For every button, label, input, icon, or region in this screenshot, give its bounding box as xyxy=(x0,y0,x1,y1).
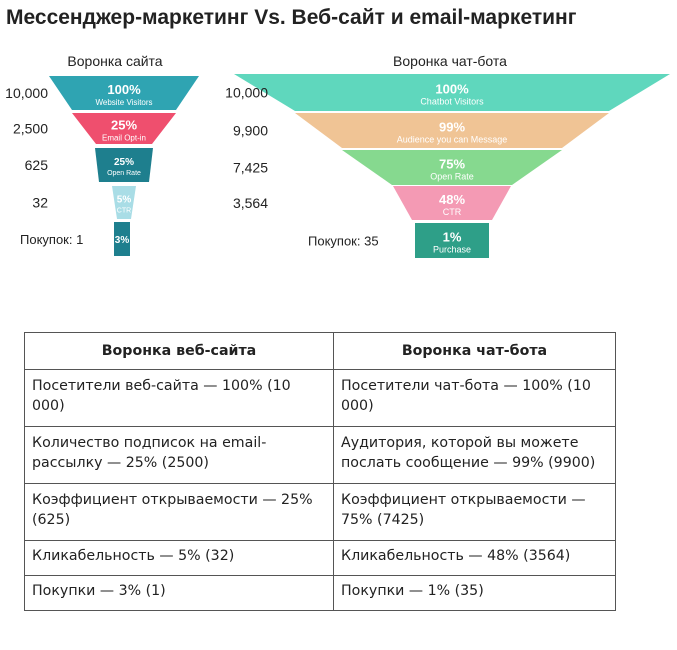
table-row: Посетители веб-сайта — 100% (10 000) Пос… xyxy=(24,369,616,427)
table-row: Покупки — 3% (1) Покупки — 1% (35) xyxy=(24,575,616,611)
funnel-stage-label: Website Visitors xyxy=(95,98,152,107)
funnel-stage-count: 7,425 xyxy=(233,160,268,176)
table-cell: Посетители чат-бота — 100% (10 000) xyxy=(333,369,616,427)
funnel-stage xyxy=(95,148,153,182)
table-cell: Коэффициент открываемости — 75% (7425) xyxy=(333,483,616,541)
funnel-title: Воронка сайта xyxy=(67,53,162,69)
funnel-stage-percent: 75% xyxy=(439,157,465,172)
comparison-table: Воронка веб-сайта Воронка чат-бота Посет… xyxy=(24,332,616,611)
table-row: Количество подписок на email-рассылку — … xyxy=(24,426,616,484)
column-header-website: Воронка веб-сайта xyxy=(24,332,334,370)
table-cell: Кликабельность — 48% (3564) xyxy=(333,540,616,576)
funnel-title: Воронка чат-бота xyxy=(393,53,507,69)
funnel-stage-percent: 100% xyxy=(107,82,141,97)
funnel-stage-label: Open Rate xyxy=(430,172,474,182)
funnel-stage xyxy=(415,223,489,258)
funnel-stage-label: Open Rate xyxy=(107,170,141,177)
funnel-stage-count: 9,900 xyxy=(233,123,268,139)
table-cell: Количество подписок на email-рассылку — … xyxy=(24,426,334,484)
funnel-stage xyxy=(342,150,562,185)
funnel-stage-count: 10,000 xyxy=(225,85,268,101)
funnel-stage-percent: 25% xyxy=(114,157,134,168)
funnel-stage-count: 2,500 xyxy=(13,121,48,137)
funnel-stage xyxy=(295,113,609,148)
table-row: Кликабельность — 5% (32) Кликабельность … xyxy=(24,540,616,576)
funnel-stage-label: CTR xyxy=(117,208,131,215)
funnel-stage-count: 32 xyxy=(32,195,48,211)
funnel-stage-percent: 25% xyxy=(111,118,137,133)
funnel-stage xyxy=(49,76,199,110)
table-cell: Покупки — 1% (35) xyxy=(333,575,616,611)
funnel-stage-label: Email Opt-in xyxy=(102,134,146,143)
funnel-stage xyxy=(114,222,130,256)
table-cell: Кликабельность — 5% (32) xyxy=(24,540,334,576)
funnel-stage-percent: 1% xyxy=(443,230,462,245)
funnel-stage-label: CTR xyxy=(443,207,462,217)
table-cell: Посетители веб-сайта — 100% (10 000) xyxy=(24,369,334,427)
funnel-stage-percent: 3% xyxy=(115,235,130,246)
funnel-stage-label: Chatbot Visitors xyxy=(420,97,484,107)
funnel-purchase-count: Покупок: 1 xyxy=(20,232,83,247)
funnel-stage-percent: 48% xyxy=(439,192,465,207)
column-header-chatbot: Воронка чат-бота xyxy=(333,332,616,370)
funnel-stage-label: Purchase xyxy=(433,245,471,255)
table-row: Коэффициент открываемости — 25% (625) Ко… xyxy=(24,483,616,541)
funnel-stage-percent: 100% xyxy=(435,82,469,97)
table-header-row: Воронка веб-сайта Воронка чат-бота xyxy=(24,332,616,370)
table-cell: Аудитория, которой вы можете послать соо… xyxy=(333,426,616,484)
funnel-stage-count: 625 xyxy=(25,157,49,173)
table-cell: Покупки — 3% (1) xyxy=(24,575,334,611)
table-cell: Коэффициент открываемости — 25% (625) xyxy=(24,483,334,541)
funnel-stage xyxy=(72,113,176,144)
funnel-stage-count: 3,564 xyxy=(233,195,268,211)
funnel-stage-percent: 5% xyxy=(117,195,132,206)
page-title: Мессенджер-маркетинг Vs. Веб-сайт и emai… xyxy=(6,6,577,29)
funnel-stage-label: Audience you can Message xyxy=(397,135,508,145)
funnel-stage-count: 10,000 xyxy=(5,85,48,101)
funnel-stage xyxy=(393,186,511,220)
funnel-stage-percent: 99% xyxy=(439,120,465,135)
funnel-stage xyxy=(112,186,136,219)
funnel-stage xyxy=(234,74,670,111)
funnel-purchase-count: Покупок: 35 xyxy=(308,234,379,249)
